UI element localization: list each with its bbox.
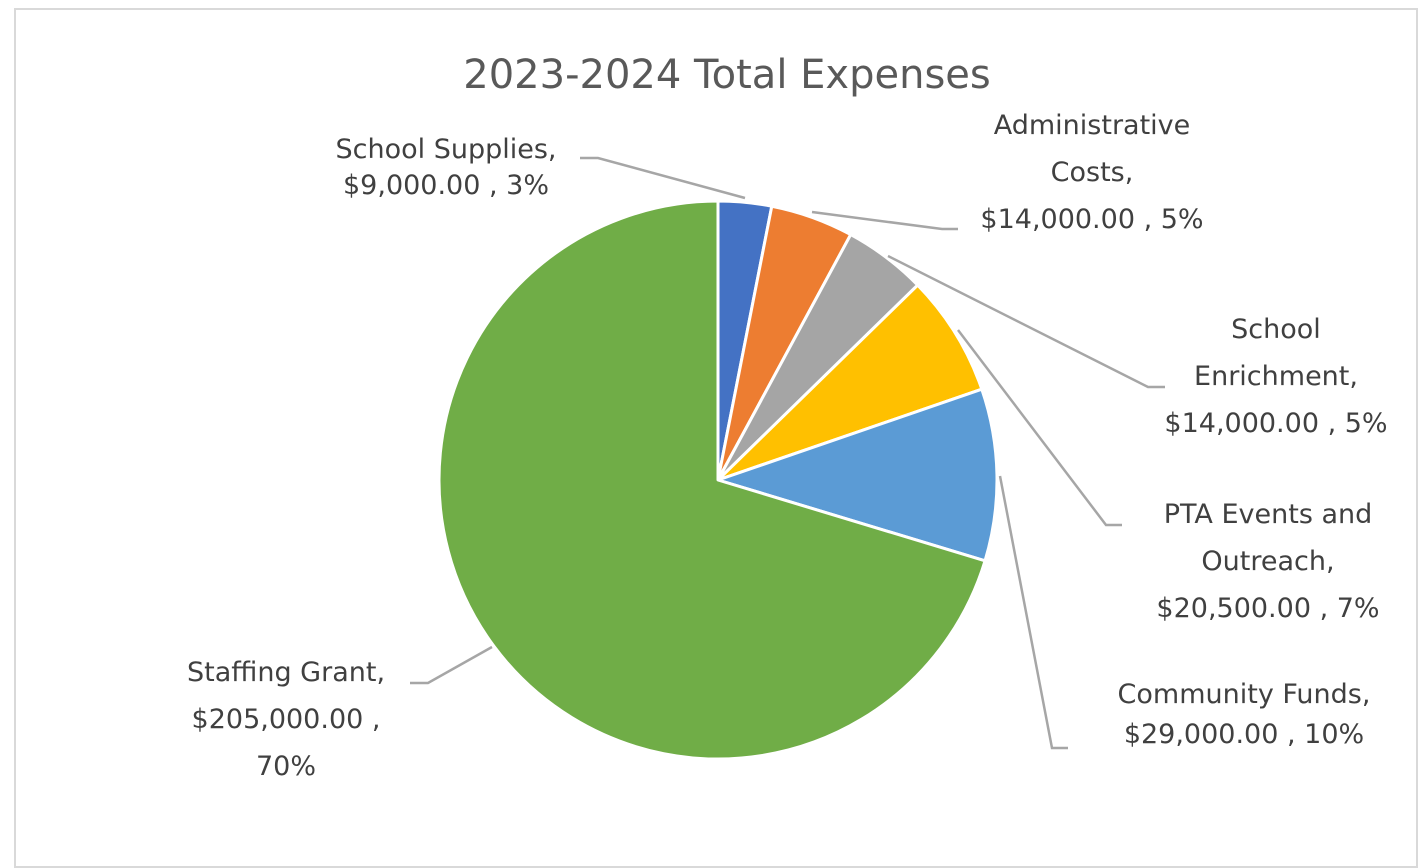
data-label-line: PTA Events and — [1164, 499, 1373, 530]
leader-line — [410, 645, 493, 685]
data-label-line: School Supplies, — [335, 134, 556, 165]
data-label-line: School — [1231, 314, 1321, 345]
data-label-line: $14,000.00 , 5% — [1164, 408, 1387, 439]
chart-title: 2023-2024 Total Expenses — [463, 52, 990, 98]
data-label-line: Community Funds, — [1118, 679, 1371, 710]
data-label: Community Funds, $29,000.00 , 10% — [1118, 679, 1371, 750]
data-label-line: Enrichment, — [1194, 361, 1358, 392]
data-label: Administrative Costs, $14,000.00 , 5% — [980, 110, 1203, 235]
pie-chart: 2023-2024 Total Expenses School Supplies… — [187, 52, 1388, 782]
data-label-line: $20,500.00 , 7% — [1156, 593, 1379, 624]
data-label-line: $29,000.00 , 10% — [1124, 719, 1364, 750]
leader-line — [998, 475, 1068, 750]
data-label-line: Staffing Grant, — [187, 657, 385, 688]
data-label-line: $205,000.00 , — [192, 704, 381, 735]
leader-lines — [410, 156, 1165, 750]
leader-line — [957, 329, 1122, 527]
pie-slice — [716, 283, 984, 482]
data-label: School Supplies, $9,000.00 , 3% — [335, 134, 556, 201]
data-label: Staffing Grant, $205,000.00 , 70% — [187, 657, 385, 782]
leader-line — [580, 156, 746, 200]
data-label-line: $9,000.00 , 3% — [343, 170, 549, 201]
pie-slice — [437, 199, 987, 761]
data-label-line: Costs, — [1051, 157, 1134, 188]
data-label: PTA Events and Outreach, $20,500.00 , 7% — [1156, 499, 1379, 624]
pie-slices — [437, 199, 999, 761]
leader-line — [811, 210, 958, 231]
data-label-line: Administrative — [994, 110, 1191, 141]
pie-slice — [716, 387, 999, 563]
data-label-line: 70% — [256, 751, 316, 782]
data-label-line: Outreach, — [1201, 546, 1334, 577]
data-labels: School Supplies, $9,000.00 , 3% Administra… — [187, 110, 1388, 782]
data-label: School Enrichment, $14,000.00 , 5% — [1164, 314, 1387, 439]
leader-line — [887, 254, 1165, 389]
data-label-line: $14,000.00 , 5% — [980, 204, 1203, 235]
